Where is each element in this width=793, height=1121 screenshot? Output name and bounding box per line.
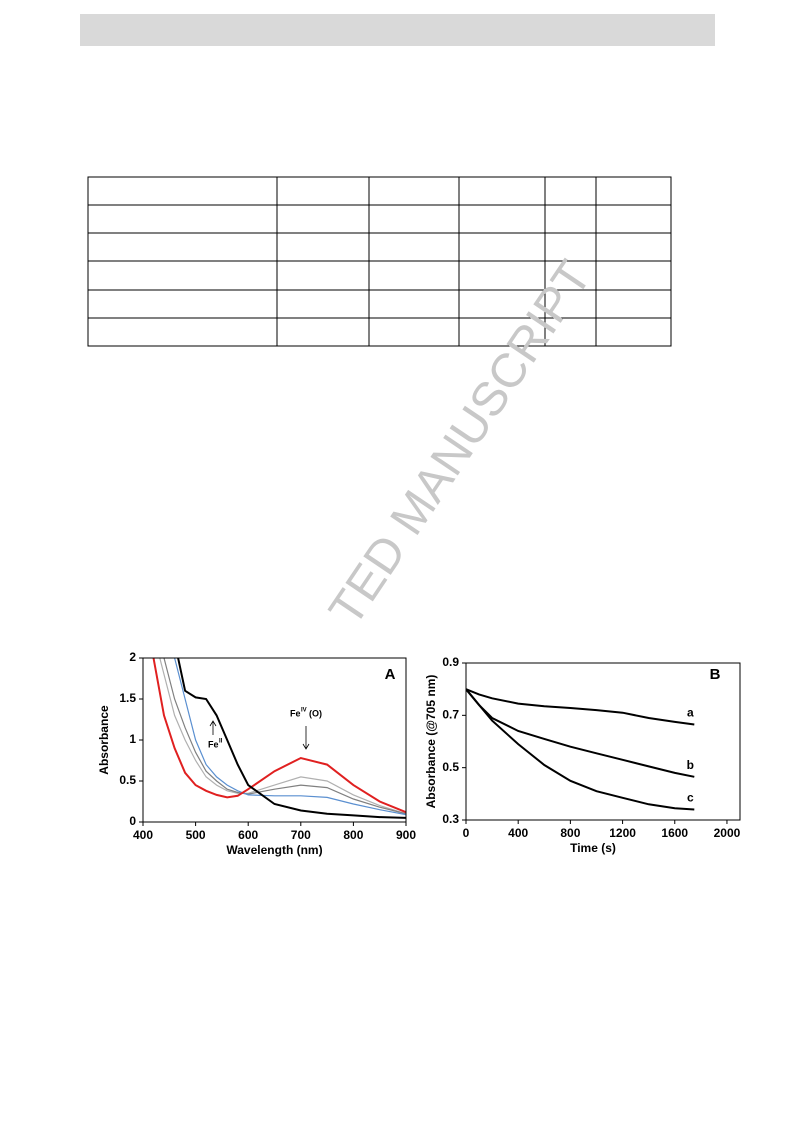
chart: 0.3 0.5 0.7 0.9 0 400 800 1200 1600 2000 a b c Time (… <box>424 655 740 855</box>
annotation: Fe <box>208 739 219 749</box>
annotation-sup: II <box>219 739 223 745</box>
x-axis-label: Wavelength (nm) <box>226 843 322 857</box>
y-tick-label: 0 <box>129 814 136 828</box>
panel-label: A <box>385 666 396 683</box>
x-tick-label: 1200 <box>609 826 636 840</box>
annotation-sup: IV <box>301 708 307 714</box>
panel-label: B <box>710 666 721 683</box>
line-series <box>152 658 406 814</box>
annotation: Fe <box>290 708 301 718</box>
series-group <box>152 658 406 819</box>
line-series <box>466 688 695 726</box>
header-bar <box>80 14 715 46</box>
annotation-suffix: (O) <box>309 708 322 718</box>
table <box>87 176 672 347</box>
line-series <box>466 688 695 778</box>
chart: 0 0.5 1 1.5 2 400 500 600 700 800 900 Wavelength (n… <box>97 650 416 857</box>
plot-frame <box>142 657 407 823</box>
x-tick-label: 600 <box>238 828 258 842</box>
series-group <box>466 688 695 811</box>
x-tick-label: 500 <box>186 828 206 842</box>
line-series <box>159 658 406 815</box>
y-tick-label: 1.5 <box>119 691 136 705</box>
arrows <box>209 720 310 750</box>
line-series <box>163 658 406 815</box>
line-series <box>177 658 406 819</box>
x-tick-label: 400 <box>133 828 153 842</box>
series-label: c <box>687 791 694 805</box>
x-axis-label: Time (s) <box>570 841 616 855</box>
y-tick-label: 0.5 <box>442 760 459 774</box>
x-tick-label: 800 <box>560 826 580 840</box>
x-tick-label: 400 <box>508 826 528 840</box>
line-series <box>466 688 695 811</box>
x-tick-label: 800 <box>343 828 363 842</box>
x-tick-label: 1600 <box>661 826 688 840</box>
y-tick-label: 0.7 <box>442 708 459 722</box>
plot-frame <box>465 662 741 821</box>
y-tick-label: 0.3 <box>442 812 459 826</box>
series-label: a <box>687 706 694 720</box>
x-tick-label: 700 <box>291 828 311 842</box>
y-axis-label: Absorbance (@705 nm) <box>424 675 438 809</box>
y-tick-label: 1 <box>129 732 136 746</box>
y-tick-label: 0.5 <box>119 773 136 787</box>
y-tick-label: 2 <box>129 650 136 664</box>
y-tick-label: 0.9 <box>442 655 459 669</box>
x-tick-label: 2000 <box>714 826 741 840</box>
watermark: TED MANUSCRIPT <box>319 252 602 635</box>
x-tick-label: 0 <box>463 826 470 840</box>
y-axis-label: Absorbance <box>97 705 111 775</box>
line-series <box>173 658 406 816</box>
series-label: b <box>687 758 694 772</box>
x-tick-label: 900 <box>396 828 416 842</box>
